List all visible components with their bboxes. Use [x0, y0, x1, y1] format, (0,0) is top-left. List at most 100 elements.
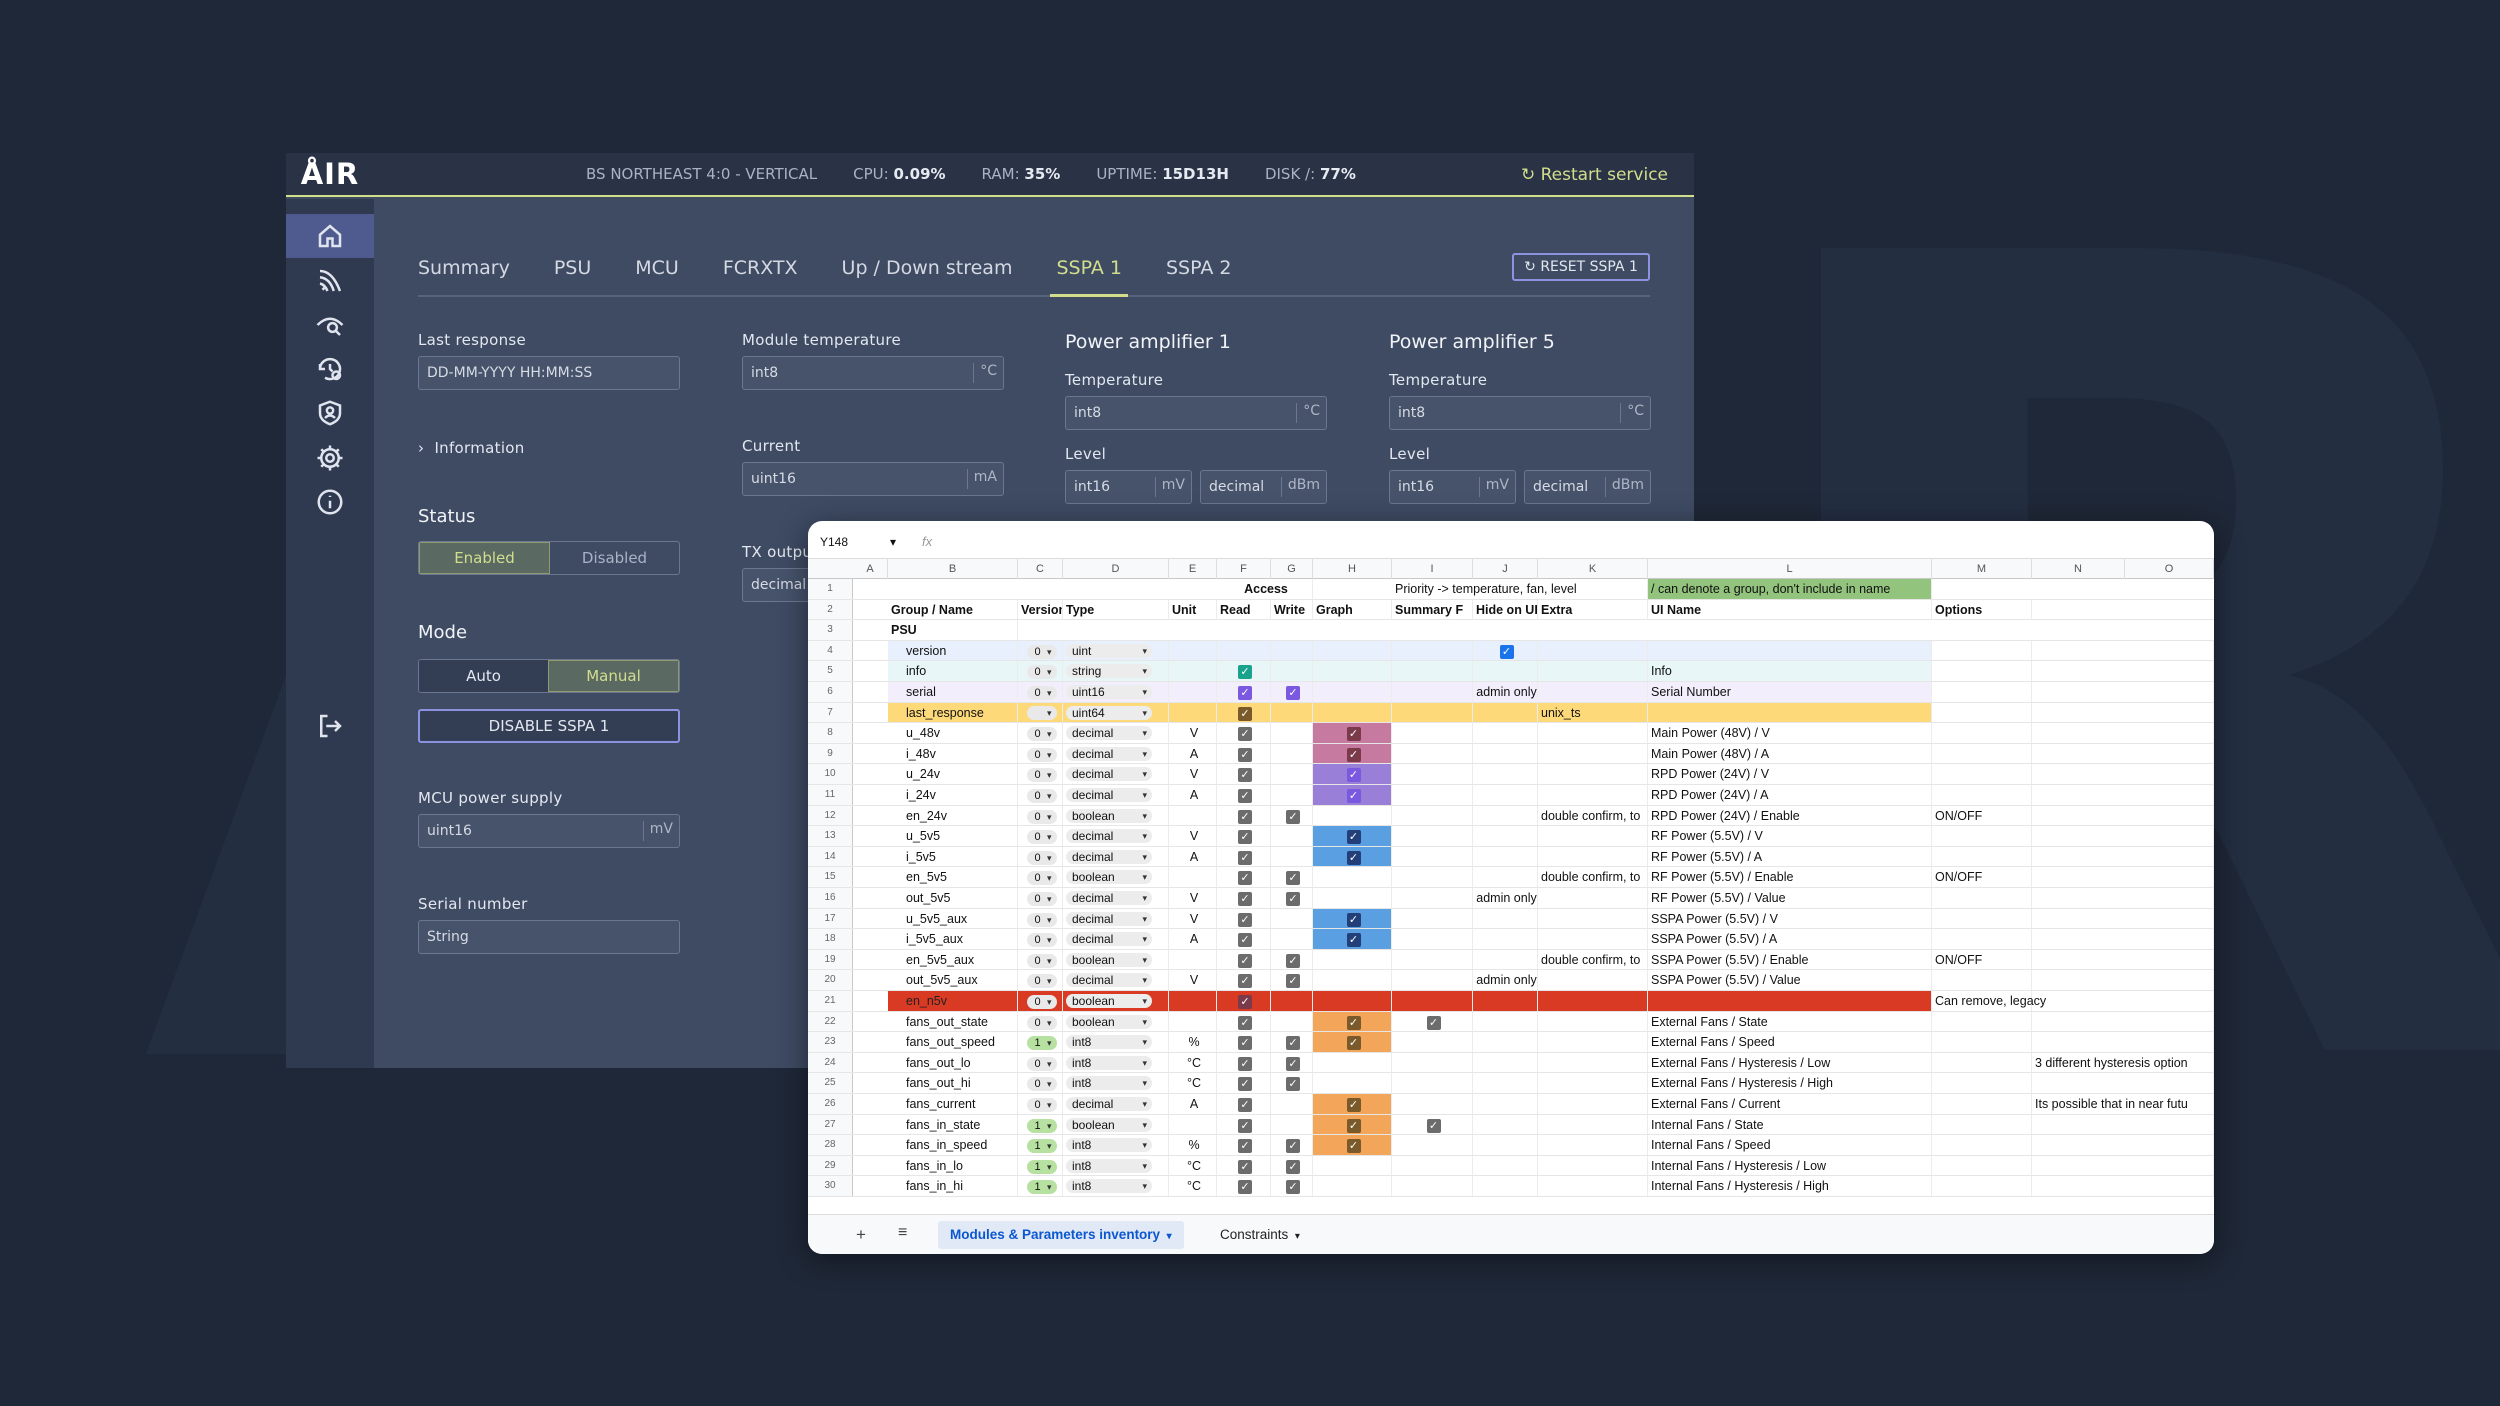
- version-dropdown[interactable]: 0: [1018, 867, 1063, 887]
- param-name[interactable]: en_n5v: [888, 991, 1018, 1011]
- unit-cell[interactable]: °C: [1169, 1155, 1217, 1176]
- unit-cell[interactable]: %: [1169, 1135, 1217, 1155]
- row-number[interactable]: 12: [808, 805, 853, 826]
- checkbox[interactable]: ✓: [1238, 830, 1252, 845]
- hide-cell[interactable]: [1473, 1114, 1538, 1135]
- column-header[interactable]: N: [2032, 559, 2125, 579]
- version-dropdown[interactable]: 1: [1018, 1135, 1063, 1155]
- ui-name-cell[interactable]: Internal Fans / Hysteresis / High: [1648, 1176, 1932, 1196]
- options-cell[interactable]: [1932, 908, 2032, 929]
- hide-cell[interactable]: [1473, 764, 1538, 784]
- write-cell[interactable]: [1271, 1114, 1313, 1135]
- extra-cell[interactable]: [1538, 723, 1648, 743]
- notes-cell[interactable]: Its possible that in near futu: [2032, 1094, 2214, 1114]
- summary-cell[interactable]: [1392, 908, 1473, 929]
- type-dropdown[interactable]: decimal: [1063, 764, 1169, 784]
- ui-name-cell[interactable]: External Fans / State: [1648, 1011, 1932, 1032]
- checkbox[interactable]: ✓: [1286, 1180, 1300, 1195]
- unit-cell[interactable]: V: [1169, 764, 1217, 784]
- tab-fcrxtx[interactable]: FCRXTX: [722, 257, 798, 279]
- information-expander[interactable]: › Information: [418, 439, 525, 457]
- type-dropdown[interactable]: decimal: [1063, 846, 1169, 867]
- type-dropdown[interactable]: int8: [1063, 1052, 1169, 1073]
- unit-cell[interactable]: [1169, 867, 1217, 887]
- type-chip[interactable]: decimal: [1066, 932, 1152, 947]
- graph-cell[interactable]: [1313, 1176, 1392, 1196]
- type-chip[interactable]: decimal: [1066, 829, 1152, 844]
- options-cell[interactable]: [1932, 1094, 2032, 1114]
- param-name[interactable]: fans_in_hi: [888, 1176, 1018, 1196]
- extra-cell[interactable]: [1538, 826, 1648, 846]
- checkbox[interactable]: ✓: [1286, 974, 1300, 989]
- read-cell[interactable]: ✓: [1217, 661, 1271, 681]
- notes-cell[interactable]: [2032, 723, 2214, 743]
- ui-name-cell[interactable]: External Fans / Hysteresis / High: [1648, 1073, 1932, 1093]
- extra-cell[interactable]: double confirm, to: [1538, 949, 1648, 970]
- type-dropdown[interactable]: uint64: [1063, 702, 1169, 723]
- hide-cell[interactable]: [1473, 1094, 1538, 1114]
- param-name[interactable]: i_5v5_aux: [888, 929, 1018, 949]
- hide-cell[interactable]: [1473, 1176, 1538, 1196]
- notes-cell[interactable]: [2032, 846, 2214, 867]
- version-chip[interactable]: 1: [1026, 1139, 1057, 1154]
- write-cell[interactable]: [1271, 929, 1313, 949]
- access-header[interactable]: Access: [1217, 579, 1313, 599]
- type-dropdown[interactable]: boolean: [1063, 1011, 1169, 1032]
- nav-logout[interactable]: [286, 704, 374, 748]
- read-cell[interactable]: ✓: [1217, 723, 1271, 743]
- options-cell[interactable]: [1932, 764, 2032, 784]
- version-chip[interactable]: 0: [1026, 953, 1057, 968]
- version-dropdown[interactable]: 0: [1018, 661, 1063, 681]
- checkbox[interactable]: ✓: [1238, 747, 1252, 762]
- disable-sspa-button[interactable]: DISABLE SSPA 1: [418, 709, 680, 743]
- type-chip[interactable]: int8: [1066, 1035, 1152, 1050]
- type-dropdown[interactable]: int8: [1063, 1135, 1169, 1155]
- write-cell[interactable]: [1271, 640, 1313, 661]
- hide-cell[interactable]: [1473, 723, 1538, 743]
- extra-cell[interactable]: [1538, 1114, 1648, 1135]
- hide-cell[interactable]: [1473, 826, 1538, 846]
- unit-cell[interactable]: A: [1169, 743, 1217, 764]
- version-dropdown[interactable]: 0: [1018, 1073, 1063, 1093]
- column-header[interactable]: K: [1538, 559, 1648, 579]
- param-name[interactable]: fans_current: [888, 1094, 1018, 1114]
- reset-sspa-button[interactable]: ↻ RESET SSPA 1: [1512, 253, 1650, 281]
- checkbox[interactable]: ✓: [1238, 912, 1252, 927]
- column-title[interactable]: Extra: [1538, 599, 1648, 620]
- param-name[interactable]: u_5v5_aux: [888, 908, 1018, 929]
- column-title[interactable]: Options: [1932, 599, 2032, 620]
- read-cell[interactable]: ✓: [1217, 1155, 1271, 1176]
- extra-cell[interactable]: [1538, 764, 1648, 784]
- notes-cell[interactable]: [2032, 702, 2214, 723]
- unit-cell[interactable]: °C: [1169, 1073, 1217, 1093]
- param-name[interactable]: fans_in_speed: [888, 1135, 1018, 1155]
- param-name[interactable]: i_48v: [888, 743, 1018, 764]
- summary-cell[interactable]: [1392, 1176, 1473, 1196]
- row-number[interactable]: 25: [808, 1073, 853, 1093]
- write-cell[interactable]: [1271, 846, 1313, 867]
- version-chip[interactable]: 0: [1026, 644, 1057, 659]
- read-cell[interactable]: ✓: [1217, 908, 1271, 929]
- extra-cell[interactable]: [1538, 785, 1648, 805]
- param-name[interactable]: out_5v5: [888, 888, 1018, 908]
- unit-cell[interactable]: [1169, 805, 1217, 826]
- summary-cell[interactable]: [1392, 1135, 1473, 1155]
- checkbox[interactable]: ✓: [1238, 789, 1252, 803]
- row-number[interactable]: 7: [808, 702, 853, 723]
- checkbox[interactable]: ✓: [1238, 727, 1252, 742]
- graph-cell[interactable]: ✓: [1313, 929, 1392, 949]
- row-number[interactable]: 9: [808, 743, 853, 764]
- version-dropdown[interactable]: 0: [1018, 743, 1063, 764]
- hide-cell[interactable]: [1473, 908, 1538, 929]
- version-chip[interactable]: [1026, 705, 1057, 720]
- read-cell[interactable]: ✓: [1217, 949, 1271, 970]
- extra-cell[interactable]: [1538, 1011, 1648, 1032]
- read-cell[interactable]: ✓: [1217, 826, 1271, 846]
- options-cell[interactable]: [1932, 1155, 2032, 1176]
- pa5-level-mv-field[interactable]: int16 mV: [1389, 470, 1516, 504]
- type-dropdown[interactable]: boolean: [1063, 991, 1169, 1011]
- column-title[interactable]: Unit: [1169, 599, 1217, 620]
- param-name[interactable]: fans_out_hi: [888, 1073, 1018, 1093]
- unit-cell[interactable]: V: [1169, 723, 1217, 743]
- extra-cell[interactable]: [1538, 682, 1648, 702]
